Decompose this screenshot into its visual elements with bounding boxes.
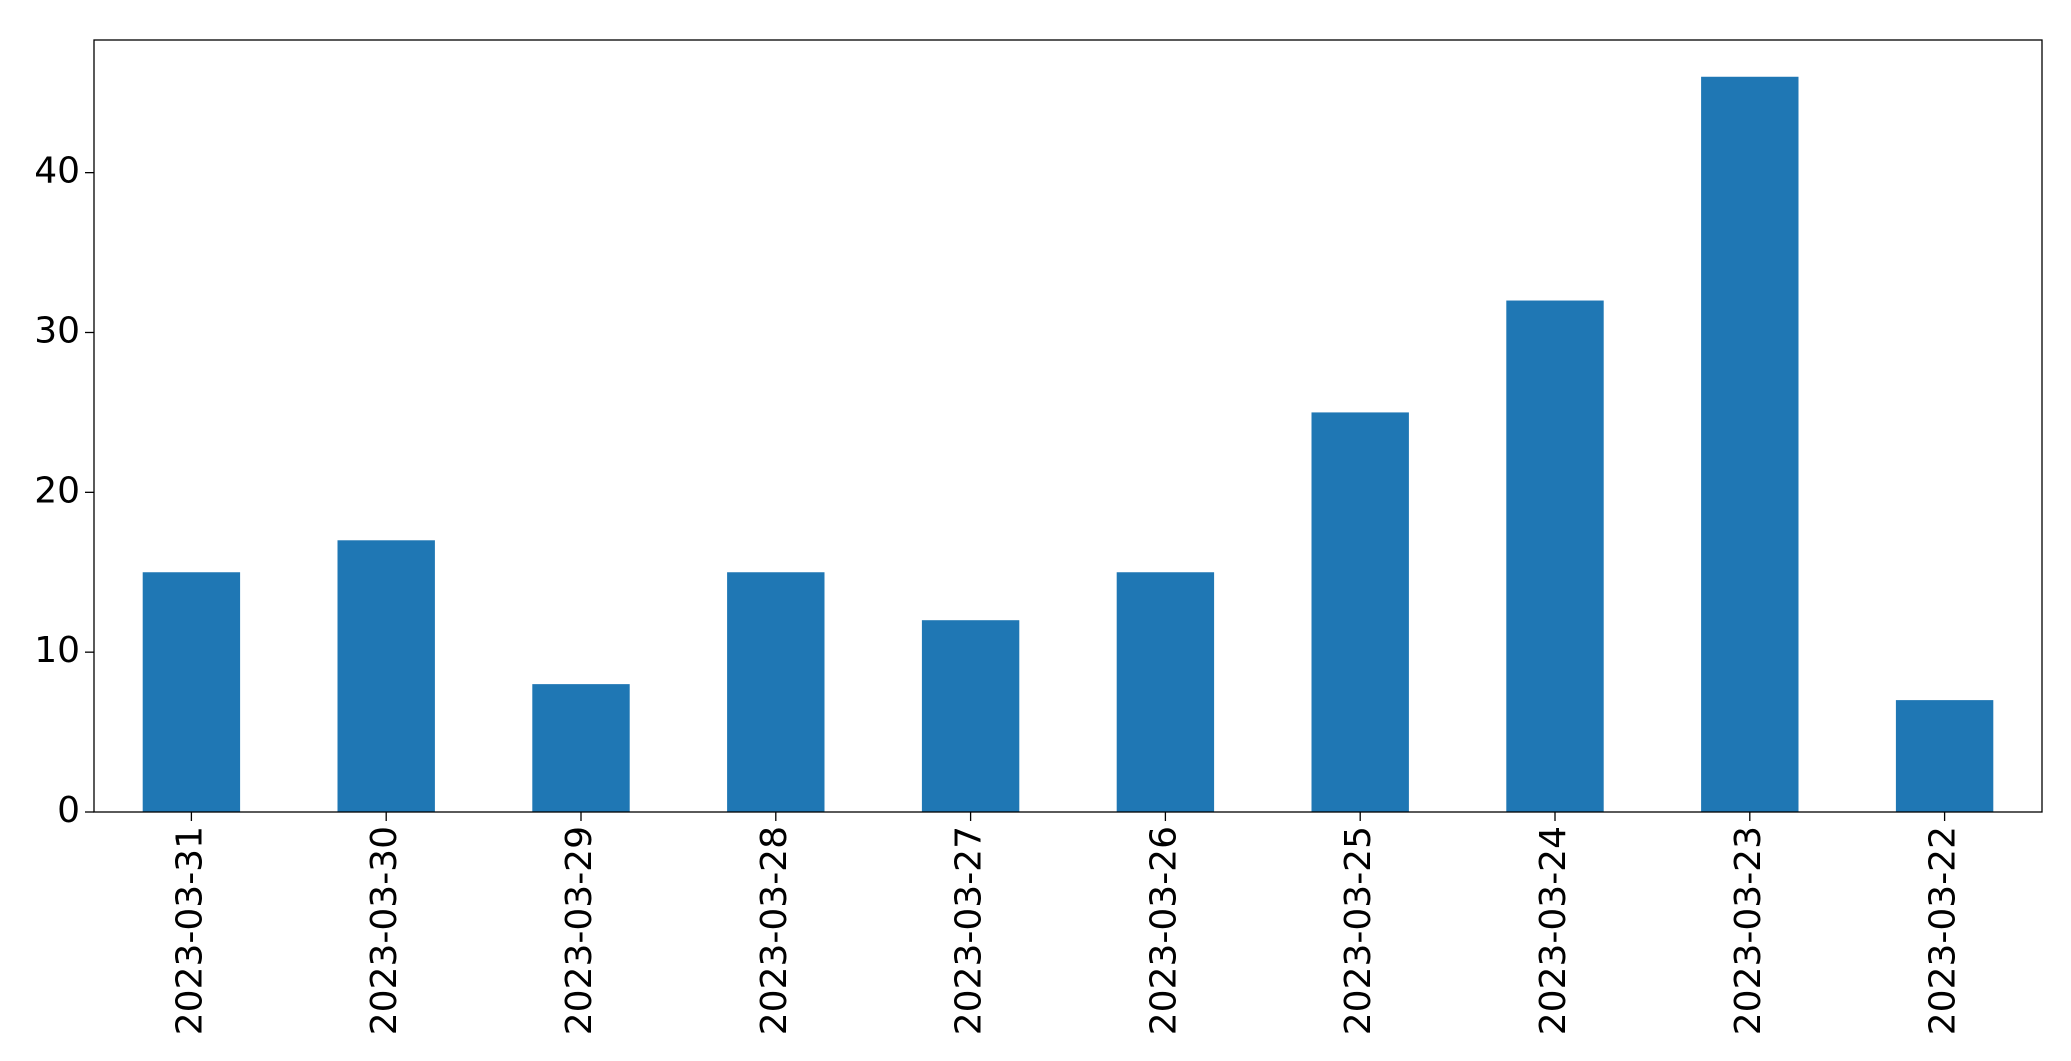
x-tick-label: 2023-03-24: [1533, 826, 1574, 1035]
y-tick-label: 0: [57, 790, 80, 831]
bar: [1701, 76, 1799, 812]
x-tick-label: 2023-03-28: [754, 826, 795, 1035]
x-tick-label: 2023-03-30: [364, 826, 405, 1035]
x-tick-label: 2023-03-25: [1338, 826, 1379, 1035]
plot-frame: [93, 39, 2043, 813]
y-tick-label: 10: [34, 630, 80, 671]
y-tick-label: 30: [34, 310, 80, 351]
bar: [1895, 700, 1994, 812]
bar: [1311, 412, 1409, 812]
bar: [532, 684, 630, 812]
bar: [1116, 572, 1215, 812]
y-tick-label: 20: [34, 470, 80, 511]
y-tick-label: 40: [34, 151, 80, 192]
x-tick-label: 2023-03-31: [169, 826, 210, 1035]
bar: [727, 572, 825, 812]
bar: [921, 620, 1020, 812]
x-tick-label: 2023-03-26: [1143, 826, 1184, 1035]
x-tick-label: 2023-03-22: [1923, 826, 1964, 1035]
bar: [337, 540, 435, 812]
bar: [1506, 300, 1604, 812]
x-tick-label: 2023-03-23: [1728, 826, 1769, 1035]
bar: [142, 572, 241, 812]
x-tick-label: 2023-03-29: [559, 826, 600, 1035]
x-tick-label: 2023-03-27: [949, 826, 990, 1035]
